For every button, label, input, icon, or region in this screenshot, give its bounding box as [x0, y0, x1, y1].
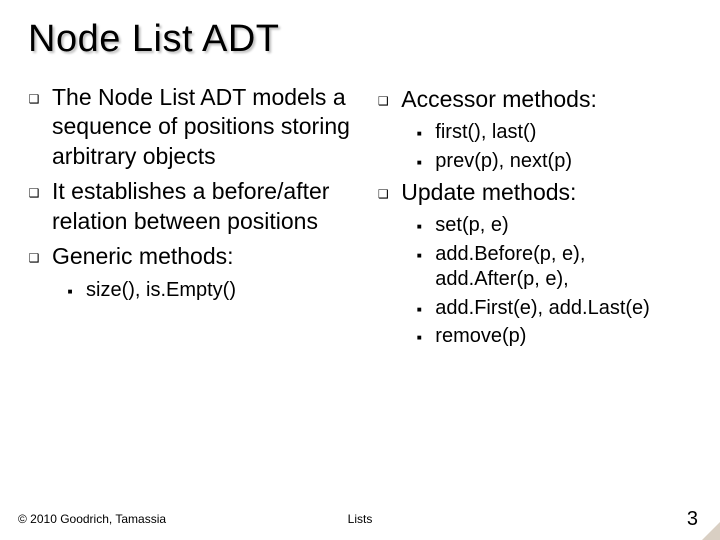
copyright-text: © 2010 Goodrich, Tamassia — [18, 512, 166, 526]
square-solid-icon: ■ — [415, 129, 423, 138]
list-item: ❑ It establishes a before/after relation … — [28, 177, 359, 236]
sub-list-item-text: remove(p) — [435, 324, 526, 350]
left-column: ❑ The Node List ADT models a sequence of … — [28, 83, 359, 353]
sub-list-item: ■ first(), last() — [415, 120, 692, 146]
sub-list-item-text: size(), is.Empty() — [86, 278, 236, 304]
square-outline-icon: ❑ — [28, 251, 40, 265]
square-solid-icon: ■ — [415, 158, 423, 167]
content-columns: ❑ The Node List ADT models a sequence of … — [28, 83, 692, 353]
sub-list-item-text: first(), last() — [435, 120, 536, 146]
list-item-text: Accessor methods: — [401, 85, 597, 114]
square-solid-icon: ■ — [415, 333, 423, 342]
footer: © 2010 Goodrich, Tamassia Lists 3 — [18, 512, 702, 526]
slide: Node List ADT ❑ The Node List ADT models … — [0, 0, 720, 540]
sub-list-item: ■ add.First(e), add.Last(e) — [415, 296, 692, 322]
list-item-text: It establishes a before/after relation b… — [52, 177, 359, 236]
sub-list-item-text: set(p, e) — [435, 213, 508, 239]
slide-title: Node List ADT — [28, 18, 692, 61]
square-solid-icon: ■ — [415, 305, 423, 314]
sub-list-item: ■ size(), is.Empty() — [66, 278, 359, 304]
list-item-text: Generic methods: — [52, 242, 234, 271]
square-solid-icon: ■ — [415, 251, 423, 260]
sub-list-item: ■ remove(p) — [415, 324, 692, 350]
list-item-text: The Node List ADT models a sequence of p… — [52, 83, 359, 171]
corner-fold-icon — [702, 522, 720, 540]
square-outline-icon: ❑ — [377, 187, 389, 201]
sub-list-item-text: add.Before(p, e), add.After(p, e), — [435, 242, 692, 293]
list-item: ❑ Generic methods: — [28, 242, 359, 271]
list-item: ❑ Update methods: — [377, 178, 692, 207]
footer-center-text: Lists — [348, 512, 373, 526]
square-solid-icon: ■ — [415, 222, 423, 231]
list-item: ❑ The Node List ADT models a sequence of … — [28, 83, 359, 171]
sub-list-item: ■ add.Before(p, e), add.After(p, e), — [415, 242, 692, 293]
sub-list-item: ■ set(p, e) — [415, 213, 692, 239]
sub-list-item: ■ prev(p), next(p) — [415, 149, 692, 175]
list-item-text: Update methods: — [401, 178, 576, 207]
list-item: ❑ Accessor methods: — [377, 85, 692, 114]
sub-list-item-text: add.First(e), add.Last(e) — [435, 296, 650, 322]
page-number: 3 — [687, 508, 698, 531]
square-outline-icon: ❑ — [28, 92, 40, 106]
square-solid-icon: ■ — [66, 287, 74, 296]
right-column: ❑ Accessor methods: ■ first(), last() ■ prev(… — [377, 83, 692, 353]
sub-list-item-text: prev(p), next(p) — [435, 149, 572, 175]
square-outline-icon: ❑ — [28, 186, 40, 200]
square-outline-icon: ❑ — [377, 94, 389, 108]
